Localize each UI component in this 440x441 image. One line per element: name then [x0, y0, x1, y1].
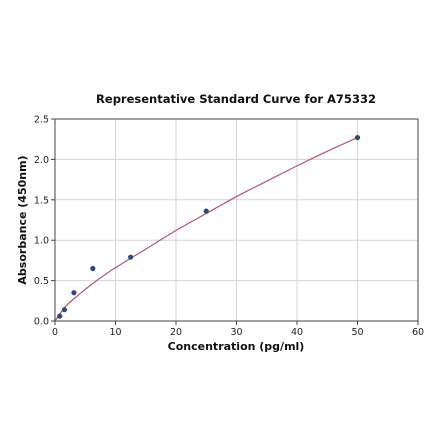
- x-tick-label: 30: [230, 327, 242, 338]
- y-axis-label: Absorbance (450nm): [16, 155, 29, 284]
- x-tick-label: 20: [170, 327, 182, 338]
- x-tick-label: 60: [412, 327, 424, 338]
- points-layer: [57, 134, 361, 319]
- x-tick-label: 40: [291, 327, 303, 338]
- chart-title: Representative Standard Curve for A75332: [96, 92, 376, 106]
- y-tick-label: 1.5: [34, 195, 49, 206]
- data-point: [203, 208, 209, 214]
- y-tick-label: 0.5: [34, 276, 49, 287]
- fit-curve: [54, 137, 358, 322]
- x-tick-label: 10: [109, 327, 121, 338]
- grid-layer: [54, 118, 419, 322]
- y-tick-label: 1.0: [34, 236, 49, 247]
- data-point: [128, 254, 134, 260]
- data-point: [57, 313, 63, 319]
- data-point: [354, 134, 361, 141]
- ticks-layer: 0 10 20 30 40 50 60 0.0 0.5 1.0 1.5 2.0 2.5: [34, 115, 424, 339]
- y-tick-label: 2.5: [34, 115, 49, 126]
- plot-frame: [54, 118, 419, 322]
- data-point: [71, 290, 77, 296]
- y-tick-label: 0.0: [34, 317, 49, 328]
- data-point: [61, 307, 68, 313]
- x-axis-label: Concentration (pg/ml): [168, 340, 305, 353]
- x-tick-label: 0: [52, 327, 58, 338]
- x-tick-label: 50: [351, 327, 363, 338]
- y-tick-label: 2.0: [34, 155, 49, 166]
- data-point: [90, 265, 96, 272]
